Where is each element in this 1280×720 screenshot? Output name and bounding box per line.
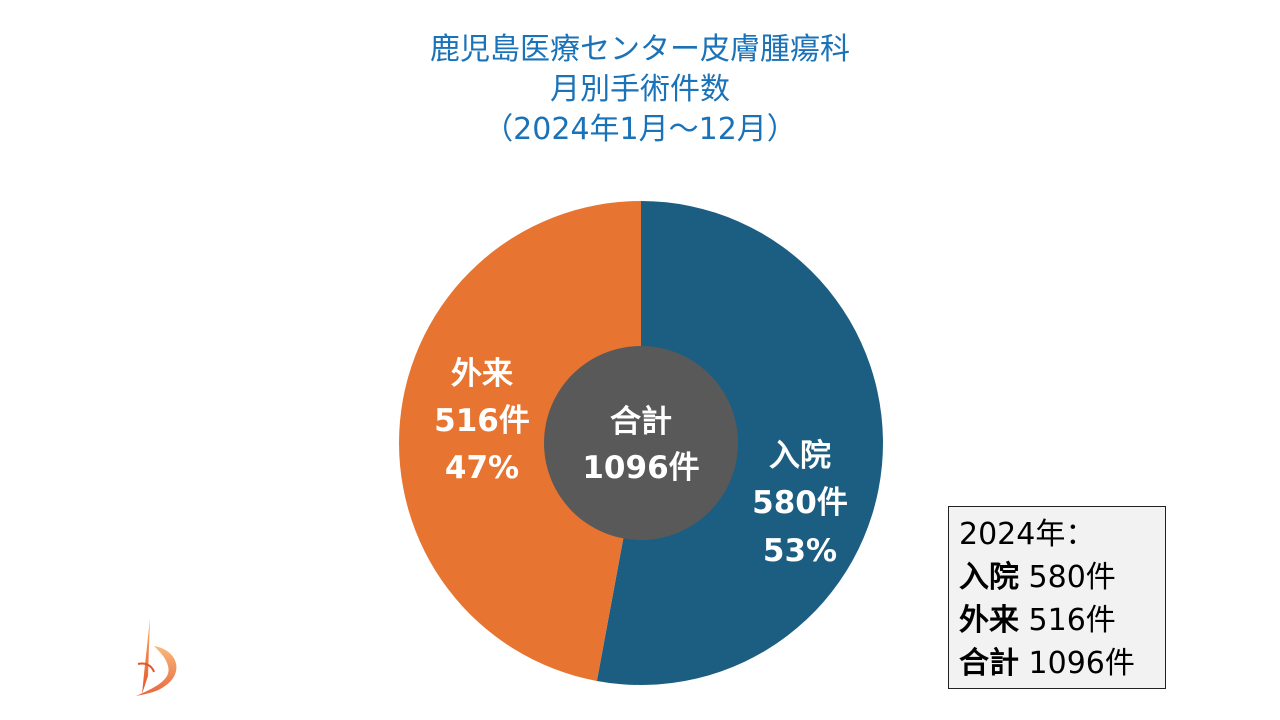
summary-label: 合計 [959,646,1019,681]
summary-row-inpatient: 入院 580件 [959,556,1155,599]
summary-value: 516件 [1029,603,1116,638]
summary-label: 外来 [959,603,1019,638]
logo-icon [128,616,188,698]
summary-box: 2024年： 入院 580件 外来 516件 合計 1096件 [948,506,1166,689]
slice-label-inpatient-name: 入院 [769,438,831,474]
slice-label-outpatient-name: 外来 [451,356,513,392]
summary-label: 入院 [959,560,1019,595]
summary-value: 1096件 [1029,646,1135,681]
slice-label-outpatient-count: 516件 [434,403,530,439]
slice-label-inpatient-count: 580件 [752,485,848,521]
summary-row-total: 合計 1096件 [959,642,1155,685]
center-label: 合計 [610,404,672,440]
slice-label-inpatient-percent: 53% [763,533,837,569]
slice-label-outpatient-percent: 47% [445,450,519,486]
summary-header: 2024年： [959,513,1155,556]
summary-row-outpatient: 外来 516件 [959,599,1155,642]
center-total: 1096件 [582,450,699,486]
summary-value: 580件 [1029,560,1116,595]
center-disc [544,346,738,540]
